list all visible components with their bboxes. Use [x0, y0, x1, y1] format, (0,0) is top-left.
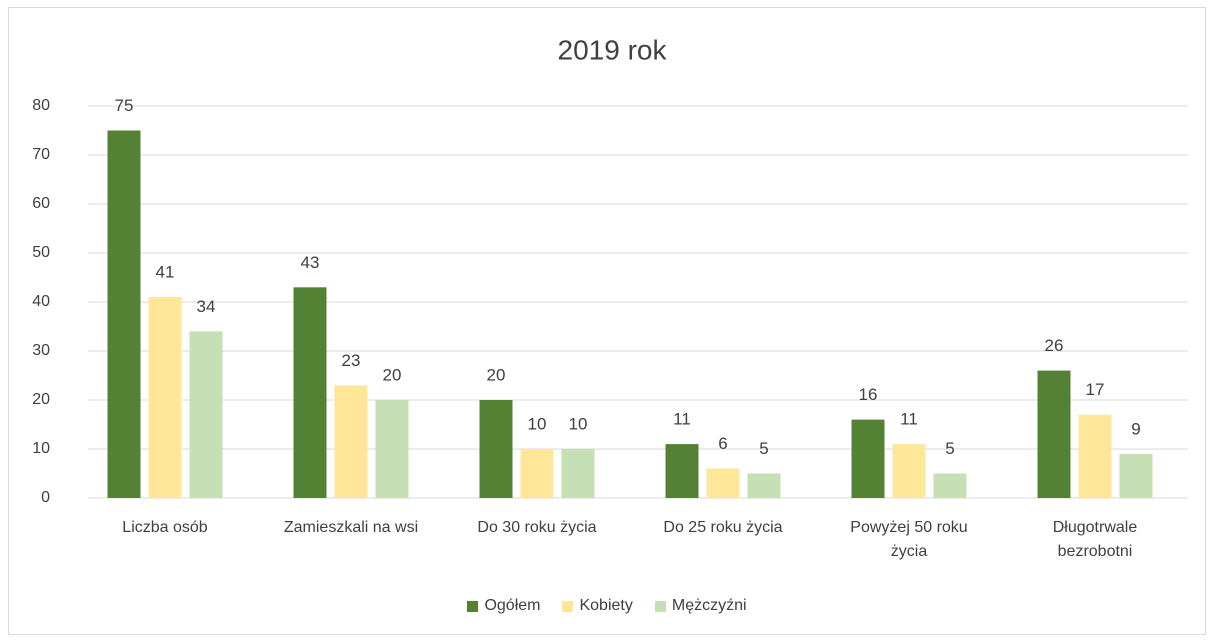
data-label: 20 [383, 365, 402, 384]
data-label: 10 [569, 414, 588, 433]
bar [706, 468, 740, 498]
data-label: 5 [759, 439, 768, 458]
bar [665, 444, 699, 498]
x-tick-label: Liczba osób [122, 519, 208, 536]
bar [1078, 414, 1112, 498]
bar [148, 297, 182, 498]
x-tick-label: Powyżej 50 roku życia [850, 519, 968, 560]
y-tick-label: 60 [32, 195, 50, 212]
chart-border [8, 7, 1206, 635]
bar [561, 449, 595, 498]
data-label: 16 [859, 385, 878, 404]
y-tick-label: 80 [32, 97, 50, 114]
bar [747, 473, 781, 498]
y-tick-label: 0 [41, 489, 50, 506]
x-tick-label: Do 30 roku życia [477, 519, 597, 536]
legend-label: Kobiety [579, 597, 633, 614]
legend-swatch [654, 600, 666, 612]
bar [107, 130, 141, 498]
data-label: 9 [1131, 419, 1140, 438]
legend-label: Ogółem [484, 597, 541, 614]
bar [933, 473, 967, 498]
bar [479, 400, 513, 498]
bar [892, 444, 926, 498]
y-tick-label: 20 [32, 391, 50, 408]
legend: Ogółem Kobiety Mężczyźni [0, 597, 1214, 615]
data-label: 11 [900, 410, 918, 429]
data-label: 17 [1086, 380, 1105, 399]
data-label: 26 [1045, 336, 1064, 355]
data-label: 75 [115, 96, 134, 115]
x-tick-label: Długotrwale bezrobotni [1052, 519, 1138, 560]
bar [293, 287, 327, 498]
legend-item: Mężczyźni [654, 597, 747, 615]
legend-label: Mężczyźni [671, 597, 747, 614]
y-tick-label: 10 [32, 440, 50, 457]
data-label: 34 [197, 297, 216, 316]
bar [1037, 370, 1071, 498]
data-label: 5 [945, 439, 954, 458]
legend-swatch [562, 600, 574, 612]
data-label: 10 [528, 414, 547, 433]
bar [375, 400, 409, 498]
data-label: 23 [342, 351, 361, 370]
data-label: 43 [301, 253, 320, 272]
y-tick-label: 40 [32, 293, 50, 310]
data-label: 11 [673, 410, 691, 429]
x-tick-label: Zamieszkali na wsi [283, 519, 419, 536]
legend-item: Kobiety [562, 597, 633, 615]
y-tick-label: 30 [32, 342, 50, 359]
y-tick-label: 50 [32, 244, 50, 261]
legend-swatch [467, 600, 479, 612]
chart-title: 2019 rok [558, 34, 668, 65]
x-tick-label: Do 25 roku życia [663, 519, 783, 536]
data-label: 6 [718, 434, 727, 453]
bar [189, 331, 223, 498]
bar [334, 385, 368, 498]
bar [851, 419, 885, 498]
y-tick-label: 70 [32, 146, 50, 163]
bar [1119, 453, 1153, 498]
bar [520, 449, 554, 498]
legend-item: Ogółem [467, 597, 540, 615]
data-label: 41 [156, 263, 175, 282]
data-label: 20 [487, 365, 506, 384]
